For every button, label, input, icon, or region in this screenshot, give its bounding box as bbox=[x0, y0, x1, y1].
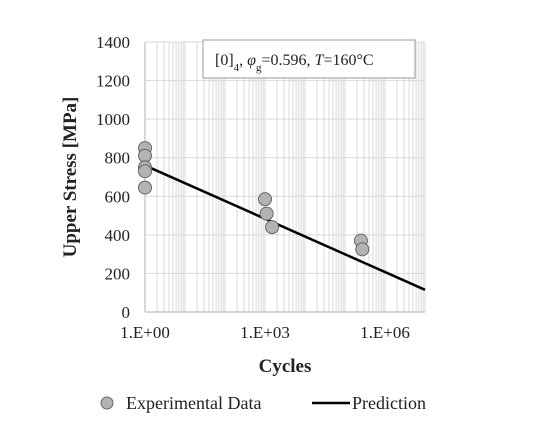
data-point bbox=[259, 206, 274, 221]
y-tick-label: 400 bbox=[105, 226, 131, 245]
x-tick-label: 1.E+00 bbox=[120, 323, 170, 342]
data-point bbox=[138, 180, 152, 195]
experimental-series bbox=[138, 141, 370, 257]
annotation-box: [0]4, φg=0.596, T=160°C bbox=[202, 39, 416, 79]
y-tick-label: 0 bbox=[122, 303, 131, 322]
data-point bbox=[265, 220, 280, 235]
x-tick-label: 1.E+03 bbox=[240, 323, 290, 342]
legend: Experimental Data Prediction bbox=[100, 393, 426, 413]
tick-labels: 0 200 400 600 800 1000 1200 1400 1.E+00 1.E+03 1.E… bbox=[96, 33, 410, 342]
x-tick-label: 1.E+06 bbox=[360, 323, 410, 342]
data-point bbox=[138, 164, 152, 179]
grid bbox=[145, 41, 426, 312]
y-tick-label: 200 bbox=[105, 264, 131, 283]
data-point bbox=[258, 192, 272, 207]
data-point bbox=[138, 148, 152, 163]
y-tick-label: 1400 bbox=[96, 33, 130, 52]
y-tick-label: 1200 bbox=[96, 72, 130, 91]
prediction-line bbox=[144, 164, 426, 291]
legend-marker-experimental bbox=[100, 396, 114, 410]
y-axis-title: Upper Stress [MPa] bbox=[60, 97, 81, 258]
y-tick-label: 600 bbox=[105, 187, 131, 206]
annotation-label: [0]4, φg=0.596, T=160°C bbox=[215, 52, 374, 74]
data-point bbox=[355, 242, 370, 257]
y-tick-label: 1000 bbox=[96, 110, 130, 129]
x-axis-title: Cycles bbox=[259, 356, 312, 377]
prediction-series bbox=[144, 164, 426, 291]
legend-label-prediction: Prediction bbox=[352, 393, 426, 413]
legend-label-experimental: Experimental Data bbox=[126, 393, 261, 413]
y-tick-label: 800 bbox=[105, 149, 131, 168]
